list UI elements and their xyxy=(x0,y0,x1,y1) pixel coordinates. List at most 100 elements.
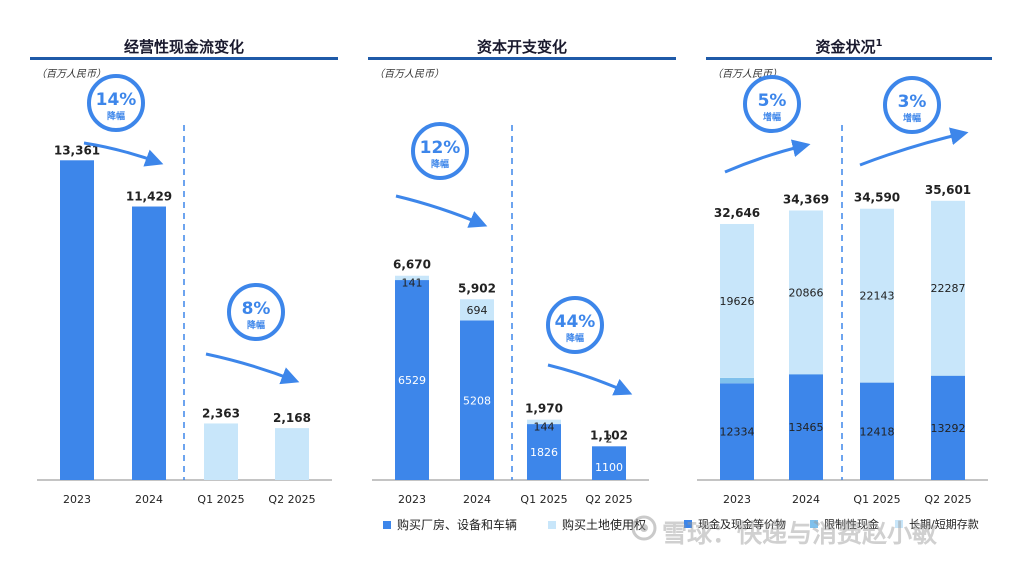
change-badge-circle xyxy=(883,76,941,134)
bar-segment xyxy=(789,374,823,480)
legend-swatch-restricted xyxy=(810,520,818,528)
x-tick-label: Q2 2025 xyxy=(268,493,315,506)
trend-arrow xyxy=(205,352,300,385)
trend-arrow xyxy=(83,141,164,167)
legend-swatch-land xyxy=(548,520,556,529)
bar-total-label: 32,646 xyxy=(714,206,760,220)
bar-segment xyxy=(720,383,754,480)
change-badge-circle xyxy=(546,296,604,354)
bar-segment-label: 6529 xyxy=(398,374,426,387)
x-tick-label: Q1 2025 xyxy=(520,493,567,506)
change-badge-text: 降幅 xyxy=(431,158,449,170)
change-badge-text: 降幅 xyxy=(247,319,265,331)
unit-label-3: （百万人民币） xyxy=(712,69,782,80)
change-badge-percent: 8% xyxy=(242,299,271,319)
x-tick-label: 2024 xyxy=(792,493,820,506)
legend-label-land: 购买土地使用权 xyxy=(562,518,647,532)
bar-segment xyxy=(720,377,754,384)
bar-segment xyxy=(395,275,429,281)
change-badge-text: 降幅 xyxy=(107,110,125,122)
snowball-logo-icon xyxy=(631,515,657,541)
bar-segment-label: 141 xyxy=(402,277,423,290)
chart-title-funding: 资金状况1 xyxy=(706,36,992,57)
watermark-text: 雪球：快递与消费赵小敏 xyxy=(662,519,938,548)
change-badge-percent: 3% xyxy=(898,92,927,112)
bar-total-label: 35,601 xyxy=(925,183,971,197)
trend-arrow xyxy=(859,127,969,167)
title-rule-2 xyxy=(368,57,676,60)
bar xyxy=(132,206,166,480)
bar-segment-label: 12418 xyxy=(860,425,895,438)
bar-segment xyxy=(527,424,561,480)
bar-segment-label: 1826 xyxy=(530,446,558,459)
x-tick-label: 2023 xyxy=(723,493,751,506)
bar-segment xyxy=(720,223,754,378)
bar-segment xyxy=(460,320,494,480)
bar-segment-label: 2 xyxy=(606,432,613,445)
x-tick-label: Q2 2025 xyxy=(585,493,632,506)
bar-segment xyxy=(527,419,561,425)
change-badge-text: 增幅 xyxy=(903,112,921,124)
change-badge-percent: 14% xyxy=(96,90,137,110)
bar xyxy=(60,160,94,481)
title-rule-1 xyxy=(30,57,338,60)
bar-segment xyxy=(860,208,894,383)
bar-value-label: 13,361 xyxy=(54,143,100,157)
bar-segment-label: 12334 xyxy=(720,426,755,439)
change-badge-circle xyxy=(411,122,469,180)
bar-segment-label: 13292 xyxy=(931,422,966,435)
x-tick-label: Q2 2025 xyxy=(924,493,971,506)
bar-segment xyxy=(931,200,965,376)
legend-label-ppe: 购买厂房、设备和车辆 xyxy=(397,518,518,532)
trend-arrow xyxy=(724,139,811,174)
change-badge-circle xyxy=(227,283,285,341)
legend-capex-ppe: 购买厂房、设备和车辆 xyxy=(383,516,517,533)
bar-segment xyxy=(789,210,823,375)
bar-segment-label: 1100 xyxy=(595,461,623,474)
bar-segment xyxy=(395,280,429,480)
bar-segment-label: 20866 xyxy=(789,286,824,299)
bar xyxy=(204,423,238,480)
chart-title-operating-cash-flow: 经营性现金流变化 xyxy=(123,38,244,56)
legend-funding-restricted: 限制性现金 xyxy=(810,516,879,532)
legend-label-cash: 现金及现金等价物 xyxy=(698,518,786,531)
x-tick-label: 2024 xyxy=(463,493,491,506)
x-tick-label: Q1 2025 xyxy=(197,493,244,506)
legend-swatch-ppe xyxy=(383,520,391,529)
legend-swatch-cash xyxy=(684,520,692,528)
bar-segment-label: 144 xyxy=(534,421,555,434)
bar-segment-label: 694 xyxy=(467,304,488,317)
bar-segment xyxy=(592,446,626,480)
bar-segment xyxy=(460,299,494,321)
bar-value-label: 11,429 xyxy=(126,190,172,204)
bar-total-label: 6,670 xyxy=(393,258,431,272)
bar xyxy=(275,428,309,480)
x-tick-label: Q1 2025 xyxy=(853,493,900,506)
x-tick-label: 2023 xyxy=(63,493,91,506)
bar-total-label: 34,590 xyxy=(854,191,900,205)
bar-total-label: 34,369 xyxy=(783,192,829,206)
chart-title-funding-sup: 1 xyxy=(875,38,883,49)
change-badge-percent: 44% xyxy=(555,312,596,332)
chart-title-funding-text: 资金状况 xyxy=(815,38,876,56)
trend-arrow xyxy=(395,194,488,228)
bar-total-label: 1,970 xyxy=(525,402,563,416)
bar-segment-label: 19626 xyxy=(720,295,755,308)
unit-label-1: （百万人民币） xyxy=(36,69,106,80)
x-tick-label: 2024 xyxy=(135,493,163,506)
change-badge-circle xyxy=(87,74,145,132)
legend-label-deposits: 长期/短期存款 xyxy=(909,518,979,531)
bar-segment-label: 22287 xyxy=(931,282,966,295)
trend-arrow xyxy=(547,363,633,396)
bar-segment-label: 22143 xyxy=(860,290,895,303)
legend-capex-land: 购买土地使用权 xyxy=(548,516,646,533)
legend-swatch-deposits xyxy=(895,520,903,528)
bar-value-label: 2,168 xyxy=(273,411,311,425)
x-tick-label: 2023 xyxy=(398,493,426,506)
change-badge-text: 降幅 xyxy=(566,332,584,344)
chart-title-capex: 资本开支变化 xyxy=(476,38,567,56)
title-rule-3 xyxy=(706,57,992,60)
legend-funding-cash: 现金及现金等价物 xyxy=(684,516,786,532)
bar-segment-label: 13465 xyxy=(789,421,824,434)
